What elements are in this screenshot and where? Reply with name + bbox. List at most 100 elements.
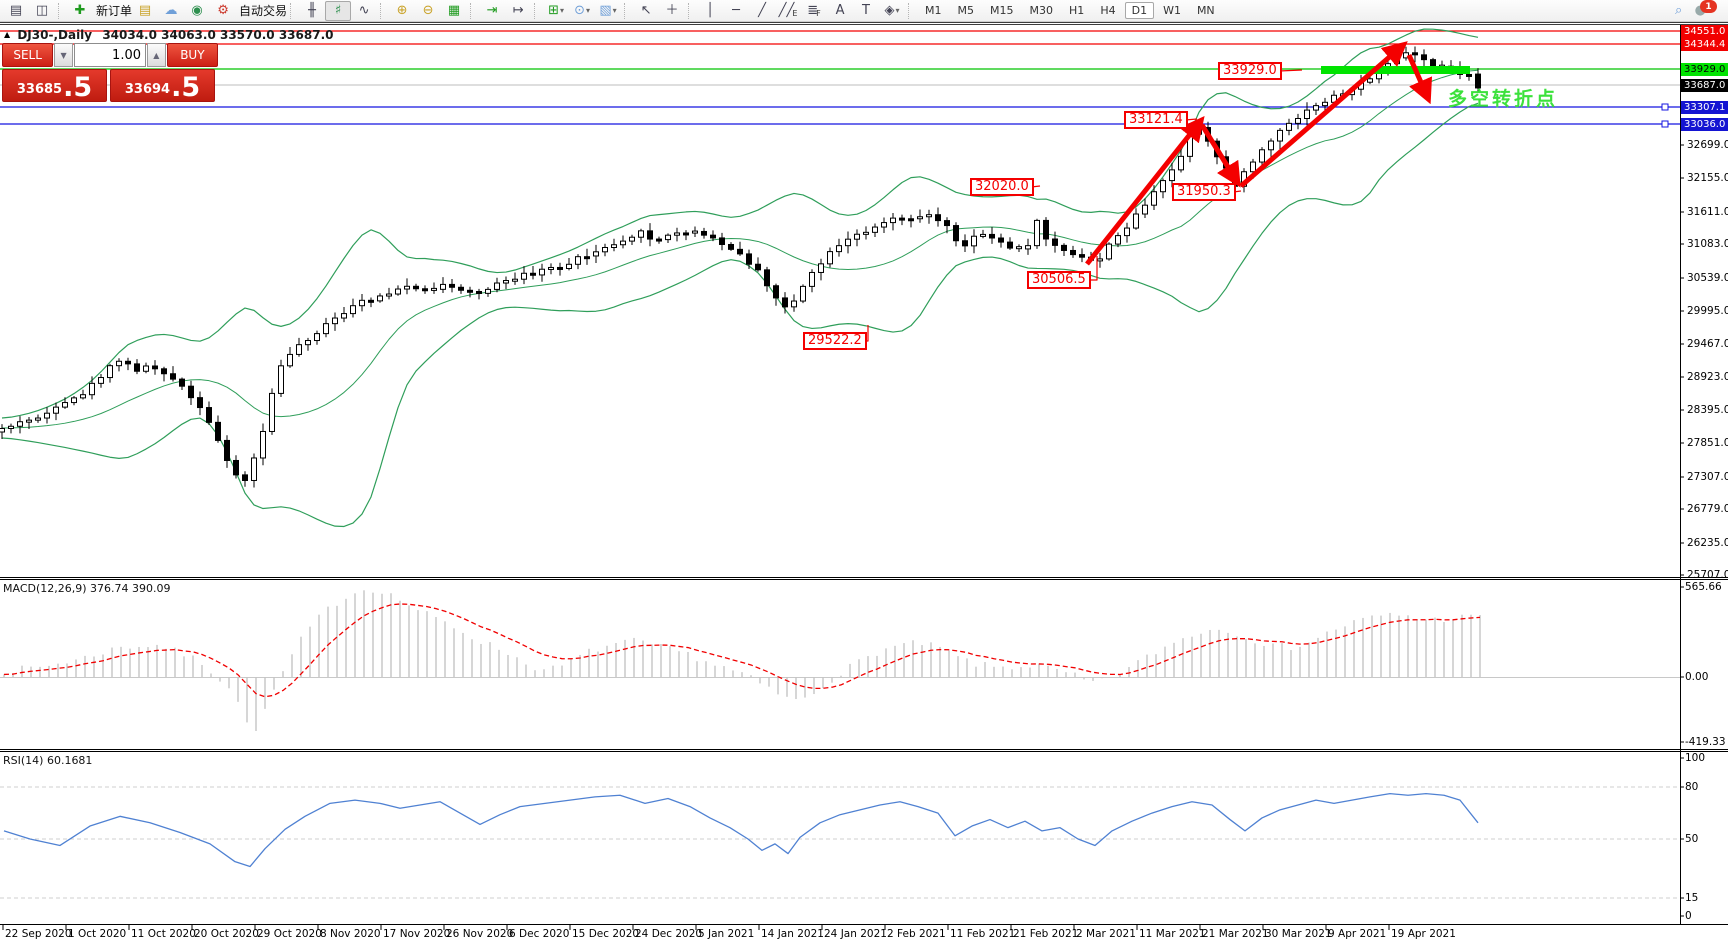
templates-icon[interactable]: ▧ ▾	[595, 1, 621, 21]
volume-increase-button[interactable]: ▲	[147, 43, 166, 67]
text-label-icon[interactable]: T	[853, 1, 879, 21]
zoom-in-icon: ⊕	[396, 3, 408, 18]
price-annotation-box-30506.5[interactable]: 30506.5	[1027, 271, 1091, 289]
date-axis-label: 17 Nov 2020	[383, 928, 451, 940]
date-axis-label: 9 Apr 2021	[1328, 928, 1387, 940]
signals-icon[interactable]: ◉	[184, 1, 210, 21]
market-depth-icon[interactable]: ▤	[132, 1, 158, 21]
zoom-out-icon[interactable]: ⊖	[415, 1, 441, 21]
date-axis-label: 21 Feb 2021	[1013, 928, 1079, 940]
buy-price-button[interactable]: 33694 .5	[110, 69, 215, 102]
timeframe-m15-button[interactable]: M15	[990, 4, 1014, 17]
line-chart-icon[interactable]: ∿	[351, 1, 377, 21]
auto-scroll-icon[interactable]: ⇥	[479, 1, 505, 21]
crosshair-icon: ＋	[665, 3, 679, 18]
volume-decrease-button[interactable]: ▼	[54, 43, 73, 67]
arrows-icon[interactable]: ◈ ▾	[879, 1, 905, 21]
date-axis-label: 20 Oct 2020	[194, 928, 259, 940]
vertical-line-icon[interactable]: │	[697, 1, 723, 21]
equidistant-channel-icon[interactable]: ╱╱ E	[775, 1, 801, 21]
sell-price-button[interactable]: 33685 .5	[2, 69, 107, 102]
new-order-label: 新订单	[96, 4, 133, 18]
toolbar: ▤ ◫ ✚ 新订单 ▤ ☁ ◉ ⚙ 自动交易 ╫ ♯ ∿ ⊕ ⊖ ▦ ⇥ ↦ ⊞ ▾ ⊙ ▾ ▧ ▾ ↖ ＋ │ ─ ╱ ╱╱ E ≣ F A T…	[0, 0, 1728, 22]
buy-button[interactable]: BUY	[166, 43, 218, 67]
price-axis-label: 31083.0	[1687, 238, 1728, 250]
notifications-icon[interactable]: ● 1	[1692, 0, 1720, 21]
fibonacci-icon: ≣	[807, 3, 819, 18]
toolbar-separator	[380, 2, 385, 19]
profiles-icon[interactable]: ⊙ ▾	[569, 1, 595, 21]
one-click-trading-panel: SELL ▼ ▲ BUY 33685 .5 33694 .5	[2, 43, 218, 102]
buy-price-main: 33694	[124, 82, 171, 97]
candlestick-chart-icon[interactable]: ♯	[325, 0, 352, 21]
date-axis-label: 15 Dec 2020	[572, 928, 640, 940]
price-annotation-box-31950.3[interactable]: 31950.3	[1172, 183, 1236, 201]
buy-price-fraction: .5	[171, 72, 201, 103]
indicator-scale-label: 80	[1685, 781, 1699, 793]
volume-input[interactable]	[74, 43, 146, 67]
chart-window-icon: ▤	[9, 3, 23, 18]
fibonacci-icon[interactable]: ≣ F	[801, 1, 827, 21]
vertical-line-icon: │	[706, 3, 714, 18]
chart-shift-icon[interactable]: ↦	[505, 1, 531, 21]
new-chart-icon[interactable]: ⊞ ▾	[543, 1, 569, 21]
price-annotation-box-33929.0[interactable]: 33929.0	[1218, 62, 1282, 80]
sell-button[interactable]: SELL	[2, 43, 54, 67]
indicator-scale-label: 0.00	[1685, 671, 1709, 683]
timeframe-m30-button[interactable]: M30	[1029, 4, 1054, 17]
text-icon[interactable]: A	[827, 1, 853, 21]
timeframe-d1-button[interactable]: D1	[1124, 2, 1155, 19]
bar-chart-icon[interactable]: ╫	[299, 1, 325, 21]
sell-price-fraction: .5	[63, 72, 93, 103]
mql-cloud-icon[interactable]: ☁	[158, 1, 184, 21]
price-axis-label: 28395.0	[1687, 404, 1728, 416]
price-axis-label: 28923.0	[1687, 371, 1728, 383]
price-tag-33307.1: 33307.1	[1681, 100, 1728, 114]
text-label-icon: T	[862, 3, 870, 18]
timeframe-m1-button[interactable]: M1	[925, 4, 942, 17]
trendline-icon[interactable]: ╱	[749, 1, 775, 21]
tile-windows-icon[interactable]: ▦	[441, 1, 467, 21]
horizontal-line-icon: ─	[732, 3, 740, 18]
indicator-scale-label: -419.33	[1685, 736, 1726, 748]
new-order-icon[interactable]: ✚	[67, 1, 93, 21]
horizontal-line-icon[interactable]: ─	[723, 1, 749, 21]
auto-trading-icon[interactable]: ⚙	[210, 1, 236, 21]
price-tag-34344.4: 34344.4	[1681, 37, 1728, 51]
crosshair-icon[interactable]: ＋	[659, 1, 685, 21]
price-annotation-box-29522.2[interactable]: 29522.2	[803, 332, 867, 350]
search-icon[interactable]: ⌕	[1675, 3, 1683, 18]
toolbar-separator	[688, 2, 693, 19]
new-chart-icon: ⊞	[548, 3, 559, 18]
arrows-icon: ◈	[884, 3, 895, 18]
date-axis-label: 8 Nov 2020	[320, 928, 381, 940]
price-annotation-box-32020.0[interactable]: 32020.0	[970, 178, 1034, 196]
bull-bear-turning-point-note[interactable]: 多空转折点	[1448, 88, 1559, 110]
timeframe-w1-button[interactable]: W1	[1163, 4, 1181, 17]
price-tag-33036.0: 33036.0	[1681, 117, 1728, 131]
toolbar-separator	[58, 2, 63, 19]
auto-trading-label: 自动交易	[239, 4, 288, 18]
timeframe-m5-button[interactable]: M5	[957, 4, 975, 17]
zoom-in-icon[interactable]: ⊕	[389, 1, 415, 21]
price-annotation-box-33121.4[interactable]: 33121.4	[1124, 111, 1188, 129]
equidistant-channel-icon-letter: E	[792, 9, 798, 18]
chart-window-icon[interactable]: ▤	[3, 1, 29, 21]
timeframe-h1-button[interactable]: H1	[1069, 4, 1085, 17]
chart-preview-icon: ◫	[35, 3, 49, 18]
indicator-scale-label: 15	[1685, 892, 1699, 904]
rsi-label: RSI(14) 60.1681	[3, 754, 93, 767]
date-axis-label: 2 Feb 2021	[887, 928, 946, 940]
price-axis-label: 26235.0	[1687, 537, 1728, 549]
chart-preview-icon[interactable]: ◫	[29, 1, 55, 21]
indicator-scale-label: 0	[1685, 910, 1692, 922]
chart-shift-icon: ↦	[512, 3, 524, 18]
timeframe-h4-button[interactable]: H4	[1100, 4, 1116, 17]
date-axis-label: 21 Mar 2021	[1202, 928, 1269, 940]
date-axis-label: 14 Jan 2021	[761, 928, 824, 940]
timeframe-mn-button[interactable]: MN	[1196, 4, 1215, 17]
price-tag-34551.0: 34551.0	[1681, 24, 1728, 38]
cursor-icon[interactable]: ↖	[633, 1, 659, 21]
price-axis-label: 29995.0	[1687, 305, 1728, 317]
